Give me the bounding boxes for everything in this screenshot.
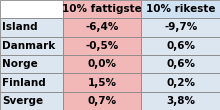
Bar: [0, 0, 63, 18]
Bar: [63, 73, 141, 92]
Text: 0,2%: 0,2%: [166, 78, 195, 87]
Bar: [141, 92, 220, 110]
Bar: [63, 37, 141, 55]
Bar: [141, 0, 220, 18]
Text: 10% rikeste: 10% rikeste: [146, 4, 215, 14]
Bar: [141, 37, 220, 55]
Text: 0,6%: 0,6%: [166, 41, 195, 51]
Bar: [63, 92, 141, 110]
Text: 10% fattigste: 10% fattigste: [62, 4, 142, 14]
Text: Sverge: Sverge: [2, 96, 43, 106]
Bar: [141, 18, 220, 37]
Bar: [0, 37, 63, 55]
Text: Island: Island: [2, 23, 38, 32]
Text: 0,6%: 0,6%: [166, 59, 195, 69]
Bar: [63, 55, 141, 73]
Bar: [63, 18, 141, 37]
Bar: [0, 18, 63, 37]
Bar: [0, 55, 63, 73]
Text: -9,7%: -9,7%: [164, 23, 197, 32]
Text: 0,7%: 0,7%: [88, 96, 117, 106]
Text: Norge: Norge: [2, 59, 38, 69]
Bar: [0, 73, 63, 92]
Bar: [63, 0, 141, 18]
Bar: [141, 55, 220, 73]
Bar: [0, 92, 63, 110]
Text: 3,8%: 3,8%: [166, 96, 195, 106]
Text: -0,5%: -0,5%: [85, 41, 119, 51]
Text: Danmark: Danmark: [2, 41, 55, 51]
Text: 1,5%: 1,5%: [88, 78, 117, 87]
Text: Finland: Finland: [2, 78, 46, 87]
Text: 0,0%: 0,0%: [88, 59, 117, 69]
Bar: [141, 73, 220, 92]
Text: -6,4%: -6,4%: [85, 23, 119, 32]
